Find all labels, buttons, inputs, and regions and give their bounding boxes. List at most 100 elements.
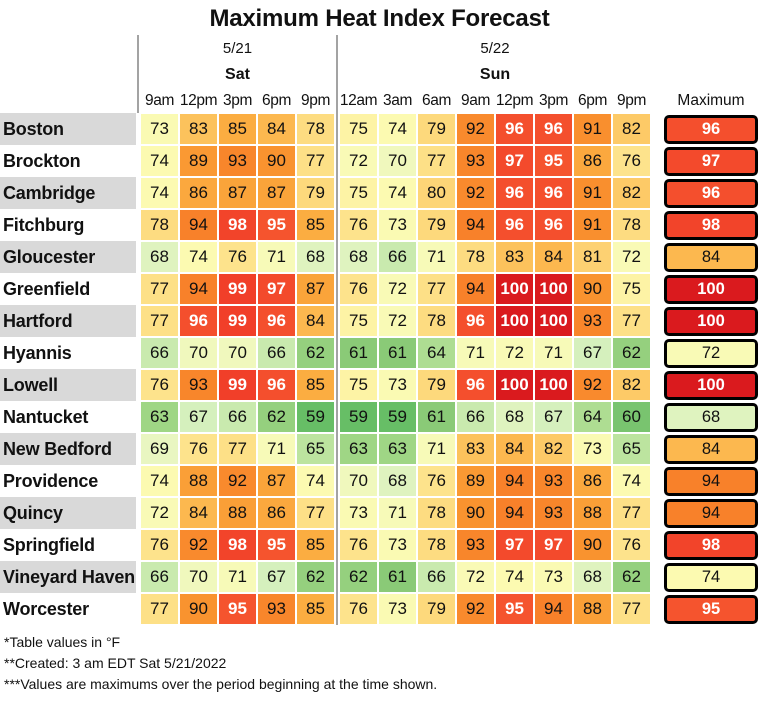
heat-value-cell: 97 <box>495 529 534 561</box>
heat-value-cell: 62 <box>339 561 378 593</box>
heat-value-cell: 99 <box>218 369 257 401</box>
heat-value-cell: 97 <box>495 145 534 177</box>
heat-value-cell: 93 <box>257 593 296 625</box>
date-header-sun: 5/22 <box>480 39 510 57</box>
heat-value-cell: 66 <box>378 241 417 273</box>
heat-value-cell: 98 <box>218 529 257 561</box>
heat-value-cell: 71 <box>534 337 573 369</box>
heat-value-cell: 59 <box>378 401 417 433</box>
heat-value-cell: 87 <box>296 273 335 305</box>
heat-value-cell: 89 <box>179 145 218 177</box>
heat-value-cell: 85 <box>296 593 335 625</box>
heat-value-cell: 88 <box>218 497 257 529</box>
heat-value-cell: 77 <box>140 305 179 337</box>
heat-value-cell: 76 <box>612 145 651 177</box>
heat-value-cell: 84 <box>257 113 296 145</box>
heat-value-cell: 72 <box>378 305 417 337</box>
heat-value-cell: 72 <box>339 145 378 177</box>
heat-value-cell: 74 <box>612 465 651 497</box>
heat-value-cell: 100 <box>495 369 534 401</box>
heat-value-cell: 95 <box>257 529 296 561</box>
heat-value-cell: 91 <box>573 209 612 241</box>
heat-value-cell: 68 <box>573 561 612 593</box>
heat-value-cell: 95 <box>218 593 257 625</box>
max-value-box: 72 <box>664 338 758 368</box>
heat-value-cell: 76 <box>140 369 179 401</box>
heat-value-cell: 77 <box>296 145 335 177</box>
heat-value-cell: 99 <box>218 305 257 337</box>
time-header-sat-9pm: 9pm <box>301 92 330 109</box>
heat-value-cell: 82 <box>612 113 651 145</box>
heat-value-cell: 96 <box>495 177 534 209</box>
heat-value-cell: 100 <box>534 369 573 401</box>
heat-value-cell: 81 <box>573 241 612 273</box>
heat-value-cell: 89 <box>456 465 495 497</box>
maximum-column-header: Maximum <box>677 92 745 109</box>
heat-value-cell: 96 <box>257 369 296 401</box>
max-value-box: 100 <box>664 274 758 304</box>
heat-value-cell: 90 <box>573 529 612 561</box>
city-label: Hartford <box>0 305 136 337</box>
heat-value-cell: 73 <box>378 369 417 401</box>
heat-value-cell: 76 <box>179 433 218 465</box>
heat-value-cell: 77 <box>612 305 651 337</box>
heat-value-cell: 98 <box>218 209 257 241</box>
heat-value-cell: 96 <box>495 113 534 145</box>
heat-value-cell: 92 <box>179 529 218 561</box>
heat-value-cell: 90 <box>257 145 296 177</box>
heat-value-cell: 96 <box>257 305 296 337</box>
heat-value-cell: 78 <box>140 209 179 241</box>
max-value-box: 98 <box>664 530 758 560</box>
heat-value-cell: 74 <box>140 177 179 209</box>
footnote-method: ***Values are maximums over the period b… <box>4 676 438 692</box>
heat-value-cell: 76 <box>339 209 378 241</box>
heat-value-cell: 96 <box>456 369 495 401</box>
heat-value-cell: 74 <box>296 465 335 497</box>
heat-value-cell: 66 <box>140 337 179 369</box>
time-header-sat-6pm: 6pm <box>262 92 291 109</box>
heat-value-cell: 71 <box>257 241 296 273</box>
heat-value-cell: 75 <box>339 113 378 145</box>
heat-value-cell: 64 <box>573 401 612 433</box>
heat-value-cell: 62 <box>296 561 335 593</box>
heat-value-cell: 96 <box>534 113 573 145</box>
max-value-box: 100 <box>664 306 758 336</box>
heat-value-cell: 88 <box>573 593 612 625</box>
heat-value-cell: 94 <box>179 209 218 241</box>
heat-value-cell: 76 <box>218 241 257 273</box>
heat-value-cell: 71 <box>257 433 296 465</box>
heat-value-cell: 68 <box>140 241 179 273</box>
heat-value-cell: 77 <box>417 145 456 177</box>
heat-value-cell: 77 <box>296 497 335 529</box>
heat-value-cell: 90 <box>573 273 612 305</box>
heat-value-cell: 77 <box>140 273 179 305</box>
heat-value-cell: 73 <box>378 593 417 625</box>
time-header-sun-6am: 6am <box>422 92 451 109</box>
day-header-sun: Sun <box>479 65 511 83</box>
heat-value-cell: 70 <box>339 465 378 497</box>
heat-value-cell: 92 <box>456 113 495 145</box>
heat-value-cell: 71 <box>218 561 257 593</box>
city-label: Greenfield <box>3 278 91 299</box>
heat-value-cell: 86 <box>573 465 612 497</box>
heat-value-cell: 70 <box>218 337 257 369</box>
heat-value-cell: 84 <box>534 241 573 273</box>
heat-value-cell: 88 <box>179 465 218 497</box>
heat-value-cell: 68 <box>339 241 378 273</box>
heat-value-cell: 63 <box>339 433 378 465</box>
city-label: Nantucket <box>3 406 89 427</box>
heat-value-cell: 71 <box>417 433 456 465</box>
date-header-sat: 5/21 <box>222 39 253 57</box>
city-label: Vineyard Haven <box>0 561 136 593</box>
heat-value-cell: 97 <box>534 529 573 561</box>
time-header-sat-3pm: 3pm <box>223 92 252 109</box>
heat-value-cell: 77 <box>612 593 651 625</box>
time-header-sun-12pm: 12pm <box>495 92 534 109</box>
time-header-sat-9am: 9am <box>145 92 174 109</box>
heat-value-cell: 63 <box>378 433 417 465</box>
day-divider <box>335 35 339 625</box>
heat-value-cell: 73 <box>573 433 612 465</box>
heat-value-cell: 94 <box>456 209 495 241</box>
heat-value-cell: 96 <box>534 209 573 241</box>
